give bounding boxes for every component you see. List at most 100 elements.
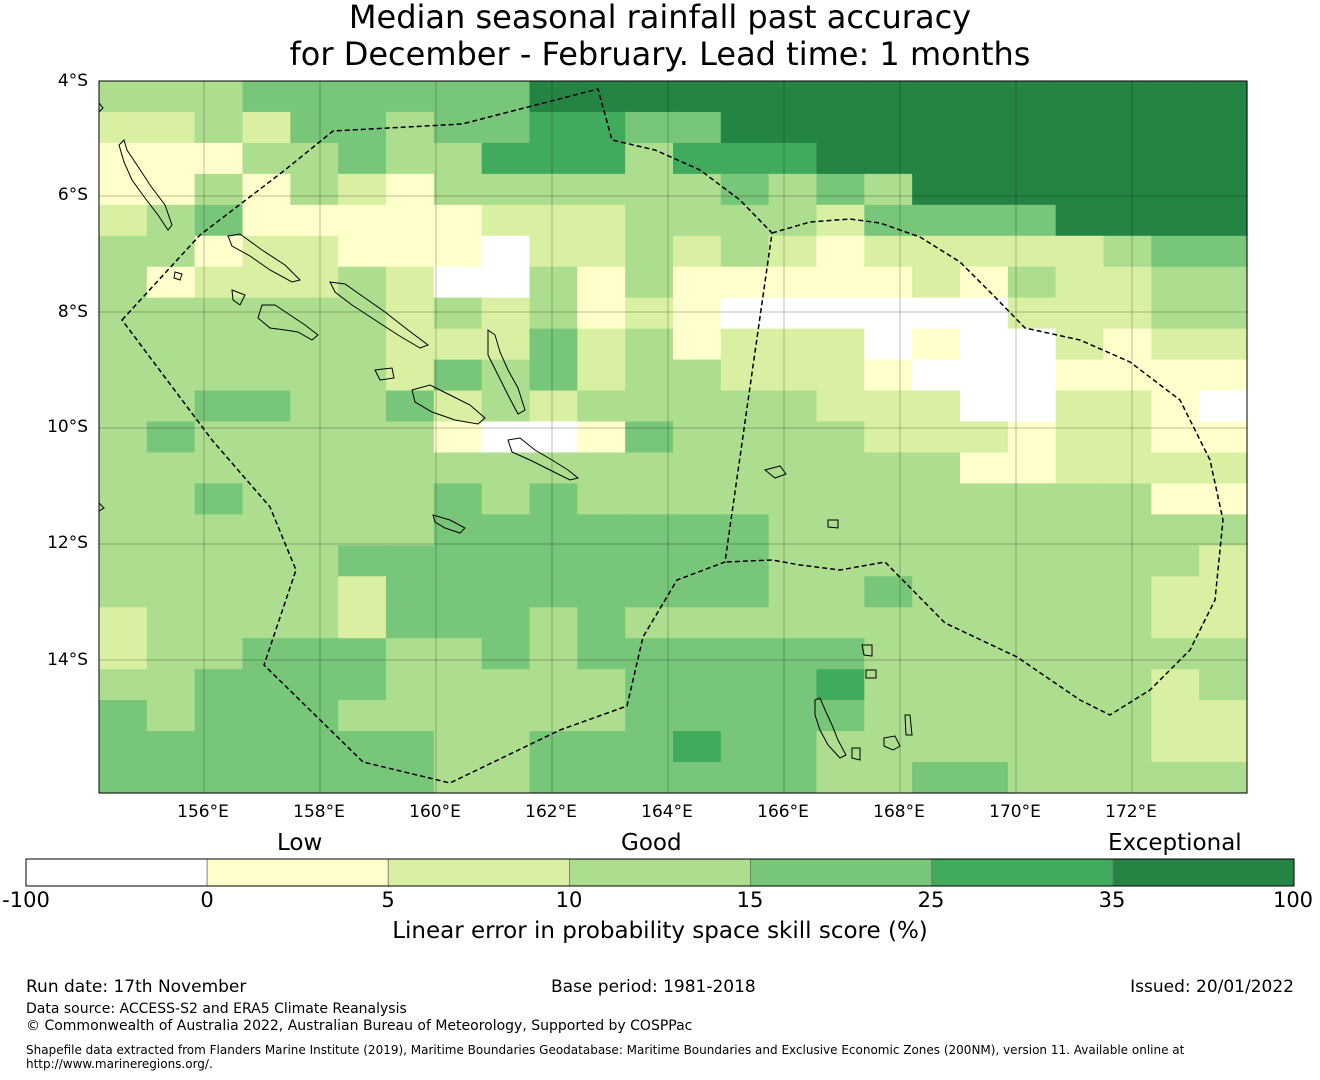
skill-cell: [433, 731, 483, 763]
tiny-island: [231, 289, 246, 306]
skill-cell: [673, 142, 722, 175]
skill-cell: [1151, 204, 1200, 237]
skill-cell: [433, 111, 483, 144]
skill-cell: [529, 421, 578, 454]
skill-cell: [673, 328, 722, 361]
skill-cell: [673, 359, 722, 392]
skill-cell: [577, 545, 626, 577]
skill-cell: [433, 483, 483, 515]
skill-cell: [146, 638, 196, 670]
skill-cell: [1007, 700, 1057, 732]
skill-cell: [386, 607, 435, 639]
skill-cell: [481, 545, 531, 577]
skill-cell: [1055, 700, 1105, 732]
skill-cell: [625, 297, 674, 330]
skill-cell: [386, 576, 435, 608]
skill-cell: [912, 173, 961, 206]
skill-cell: [1151, 731, 1200, 763]
skill-cell: [529, 576, 578, 608]
skill-cell: [1199, 607, 1248, 639]
skill-cell: [1151, 297, 1200, 330]
skill-cell: [912, 731, 961, 763]
skill-cell: [529, 545, 578, 577]
skill-cell: [1103, 607, 1152, 639]
skill-cell: [1103, 266, 1152, 299]
skill-cell: [577, 762, 626, 794]
skill-cell: [290, 390, 339, 423]
skill-cell: [1007, 576, 1057, 608]
skill-cell: [1151, 514, 1200, 546]
skill-cell: [625, 235, 674, 268]
skill-cell: [1103, 297, 1152, 330]
skill-cell: [242, 700, 291, 732]
skill-cell: [673, 297, 722, 330]
graticule: [99, 80, 1247, 793]
skill-cell: [1055, 669, 1105, 701]
skill-cell: [529, 235, 578, 268]
skill-cell: [433, 514, 483, 546]
skill-cell: [242, 142, 291, 175]
skill-cell: [1199, 452, 1248, 485]
skill-cell: [99, 452, 148, 485]
skill-cell: [146, 81, 196, 113]
skill-cell: [433, 638, 483, 670]
skill-cell: [290, 669, 339, 701]
colorbar: [25, 858, 1295, 887]
copyright: © Commonwealth of Australia 2022, Austra…: [26, 1018, 693, 1034]
skill-cell: [529, 390, 578, 423]
skill-cell: [673, 81, 722, 113]
skill-cell: [433, 81, 483, 113]
colorbar-tick: -100: [2, 888, 50, 912]
skill-cell: [625, 762, 674, 794]
skill-cell: [816, 545, 865, 577]
skill-cell: [864, 607, 913, 639]
skill-cell: [194, 731, 244, 763]
skill-cell: [816, 700, 865, 732]
skill-cell: [577, 390, 626, 423]
skill-cell: [960, 452, 1009, 485]
skill-cell: [242, 731, 291, 763]
skill-cell: [433, 235, 483, 268]
skill-cell: [99, 173, 148, 206]
skill-cell: [1103, 762, 1152, 794]
skill-cell: [1151, 638, 1200, 670]
skill-cell: [99, 359, 148, 392]
skill-cell: [577, 81, 626, 113]
skill-cell: [99, 762, 148, 794]
skill-cell: [1103, 514, 1152, 546]
skill-cell: [1007, 607, 1057, 639]
skill-cell: [673, 173, 722, 206]
skill-cell: [99, 297, 148, 330]
skill-cell: [242, 235, 291, 268]
skill-cell: [816, 297, 865, 330]
tiny-island: [173, 271, 183, 281]
skill-cell: [1151, 576, 1200, 608]
skill-cell: [816, 204, 865, 237]
skill-cell: [386, 328, 435, 361]
skill-cell: [290, 576, 339, 608]
skill-cell: [577, 328, 626, 361]
lon-label: 160°E: [409, 802, 461, 822]
skill-cell: [99, 638, 148, 670]
colorbar-tick: 0: [200, 888, 214, 912]
skill-cell: [338, 142, 387, 175]
skill-cell: [816, 607, 865, 639]
skill-cell: [864, 514, 913, 546]
skill-cell: [146, 576, 196, 608]
skill-cell: [625, 266, 674, 299]
skill-cell: [912, 700, 961, 732]
skill-cell: [529, 173, 578, 206]
skill-cell: [529, 359, 578, 392]
skill-cell: [960, 483, 1009, 515]
skill-cell: [146, 700, 196, 732]
skill-cell: [912, 607, 961, 639]
skill-cell: [338, 669, 387, 701]
colorbar-tick: 100: [1272, 888, 1314, 912]
skill-cell: [242, 204, 291, 237]
skill-cell: [625, 731, 674, 763]
shapefile-url[interactable]: http://www.marineregions.org/.: [26, 1057, 213, 1071]
skill-cell: [290, 452, 339, 485]
skill-cell: [146, 142, 196, 175]
skill-cell: [864, 111, 913, 144]
skill-cell: [673, 235, 722, 268]
